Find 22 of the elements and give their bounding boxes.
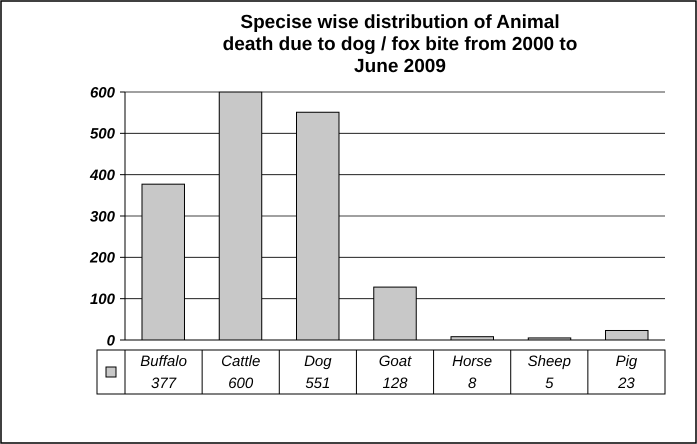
data-label: 551: [305, 375, 330, 392]
data-label: 8: [468, 375, 477, 392]
y-tick-label: 100: [90, 290, 116, 308]
chart-title: Specise wise distribution of Animal death due to dog / fox bite from 2000 to June 2009: [222, 12, 578, 77]
y-tick-label: 200: [88, 250, 116, 267]
x-tick-label: Buffalo: [140, 353, 187, 370]
y-tick-label: 400: [88, 166, 116, 184]
x-tick-label: Pig: [616, 353, 638, 370]
data-label: 377: [151, 375, 177, 392]
x-tick-label: Cattle: [221, 353, 260, 370]
y-tick-label: 500: [90, 126, 116, 143]
x-tick-label: Horse: [452, 353, 492, 370]
data-label: 23: [617, 375, 636, 392]
x-tick-label: Dog: [304, 353, 332, 370]
data-label: 5: [545, 375, 554, 392]
y-tick-label: 600: [90, 84, 116, 102]
x-tick-label: Goat: [378, 353, 412, 370]
data-label: 128: [382, 375, 408, 392]
y-tick-label: 0: [106, 332, 116, 350]
y-tick-label: 300: [90, 208, 116, 226]
x-tick-label: Sheep: [528, 353, 571, 370]
data-label: 600: [228, 375, 254, 392]
